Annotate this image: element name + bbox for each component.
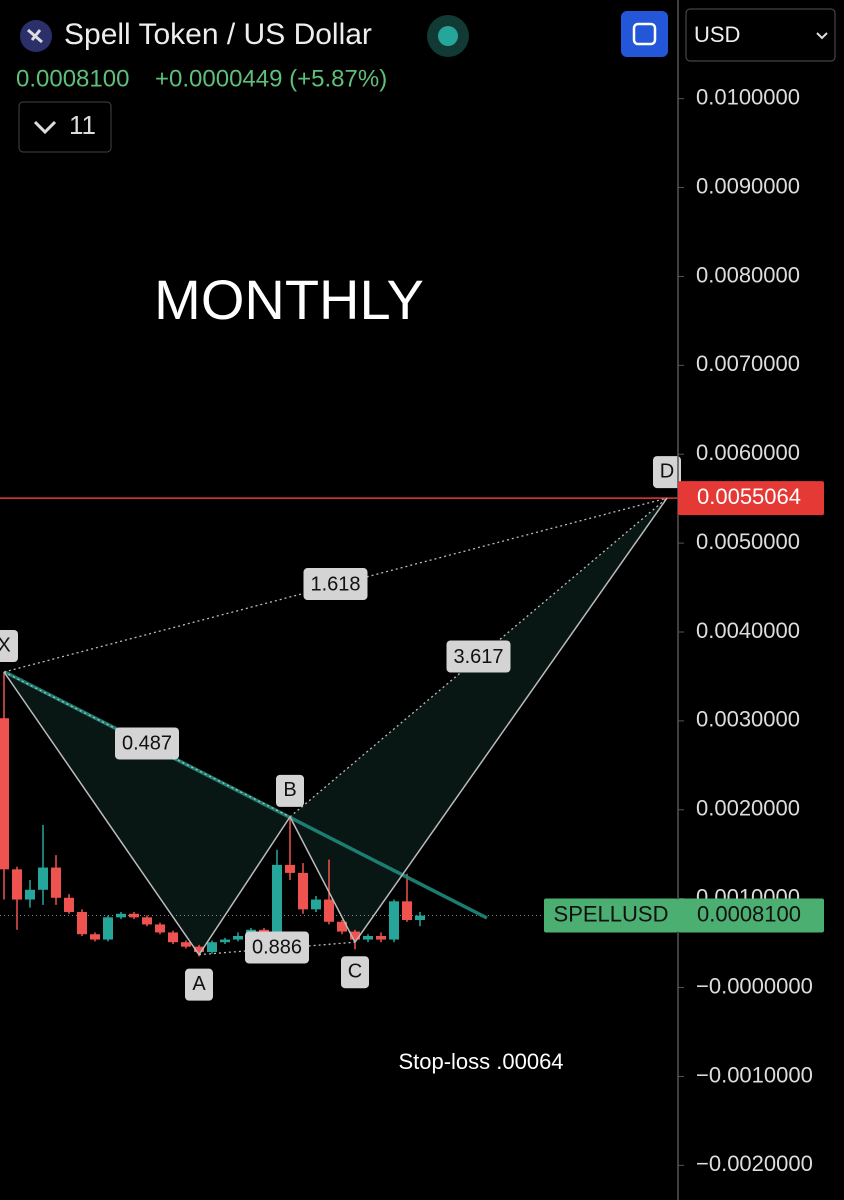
indicator-toggle[interactable]: [18, 101, 112, 153]
point-badge: [0, 630, 18, 662]
y-tick-label: 0.0060000: [696, 440, 800, 465]
symbol-badge: [544, 898, 678, 933]
candle-body: [142, 917, 152, 925]
y-tick-label: −0.0020000: [696, 1151, 813, 1176]
point-label: D: [660, 460, 674, 482]
pattern-leg: [3, 671, 200, 956]
candle-body: [207, 942, 217, 952]
symbol-label: SPELLUSD: [554, 901, 669, 926]
pattern-leg: [354, 497, 668, 943]
pattern-leg: [198, 816, 291, 956]
candle-body: [363, 936, 373, 940]
candle-body: [77, 912, 87, 935]
annotation: MONTHLY: [154, 268, 424, 331]
candle-body: [168, 932, 178, 943]
y-tick-label: 0.0020000: [696, 796, 800, 821]
point-badge: [185, 968, 213, 1001]
candle-body: [233, 936, 243, 940]
candle-body: [12, 869, 22, 900]
ratio-label: 0.886: [252, 937, 302, 959]
y-tick-label: 0.0050000: [696, 529, 800, 554]
ratio-label: 0.487: [122, 733, 172, 755]
ratio-badge: [245, 931, 309, 964]
ratio-label: 1.618: [310, 573, 360, 595]
candle-body: [51, 867, 61, 898]
candle-body: [389, 901, 399, 940]
candle-body: [90, 934, 100, 940]
pattern-fill: [4, 672, 290, 955]
candle-body: [103, 917, 113, 940]
currency-label: USD: [694, 22, 740, 47]
toggle-caret: [33, 120, 57, 135]
candle-body: [38, 867, 48, 890]
candle-body: [350, 931, 360, 940]
y-tick-label: 0.0030000: [696, 707, 800, 732]
point-badge: [276, 774, 304, 807]
pattern-leg: [289, 816, 356, 943]
y-tick-label: 0.0040000: [696, 618, 800, 643]
ratio-badge: [446, 640, 511, 673]
symbol-title: Spell Token / US Dollar: [64, 18, 372, 51]
candle-body: [129, 913, 139, 918]
token-icon-glyph: [27, 28, 43, 44]
candle-body: [181, 942, 191, 947]
point-label: X: [0, 634, 11, 656]
candle-body: [194, 946, 204, 952]
candle-body: [25, 889, 35, 900]
candle-body: [220, 939, 230, 943]
candle-body: [298, 872, 308, 910]
fullscreen-icon: [632, 22, 657, 46]
ratio-line: [198, 941, 356, 956]
indicator-count: 11: [69, 110, 96, 140]
ratio-line: [3, 497, 668, 673]
candle-body: [337, 921, 347, 932]
point-label: A: [192, 973, 206, 995]
y-tick-label: −0.0010000: [696, 1062, 813, 1087]
ratio-badge: [115, 727, 179, 760]
point-label: C: [348, 961, 362, 983]
point-badge: [653, 456, 681, 489]
point-label: B: [283, 779, 296, 801]
currency-select[interactable]: [685, 8, 836, 62]
candle-body: [311, 899, 321, 910]
last-price-badge: [678, 898, 824, 933]
candle-body: [285, 864, 295, 873]
price-change: +0.0000449 (+5.87%): [155, 65, 387, 92]
status-dot[interactable]: [438, 26, 458, 46]
price: 0.0008100: [16, 65, 129, 92]
candle-body: [402, 901, 412, 920]
ratio-label: 3.617: [453, 646, 503, 668]
currency-caret: [816, 32, 828, 40]
target-badge: [678, 481, 824, 516]
ratio-badge: [303, 568, 368, 601]
chart: 0.487 0.886 1.618 3.617 X A B C D: [0, 456, 681, 1001]
candle-body: [272, 864, 282, 945]
candle-body: [64, 897, 74, 912]
y-tick-label: 0.0100000: [696, 84, 800, 109]
candle-body: [116, 913, 126, 918]
target-label: 0.0055064: [697, 484, 801, 509]
point-badge: [341, 956, 369, 989]
pattern-fill: [290, 498, 667, 943]
fullscreen-button[interactable]: [621, 11, 668, 57]
y-tick-label: 0.0080000: [696, 262, 800, 287]
stop-loss: Stop-loss .00064: [398, 1049, 563, 1074]
candle-body: [415, 915, 425, 920]
candle-body: [155, 924, 165, 933]
y-tick-label: 0.0070000: [696, 351, 800, 376]
y-tick-label: −0.0000000: [696, 973, 813, 998]
candle-body: [0, 718, 9, 870]
last-price-label: 0.0008100: [697, 901, 801, 926]
candle-body: [376, 936, 386, 940]
y-tick-label: 0.0090000: [696, 173, 800, 198]
candle-body: [324, 899, 334, 922]
